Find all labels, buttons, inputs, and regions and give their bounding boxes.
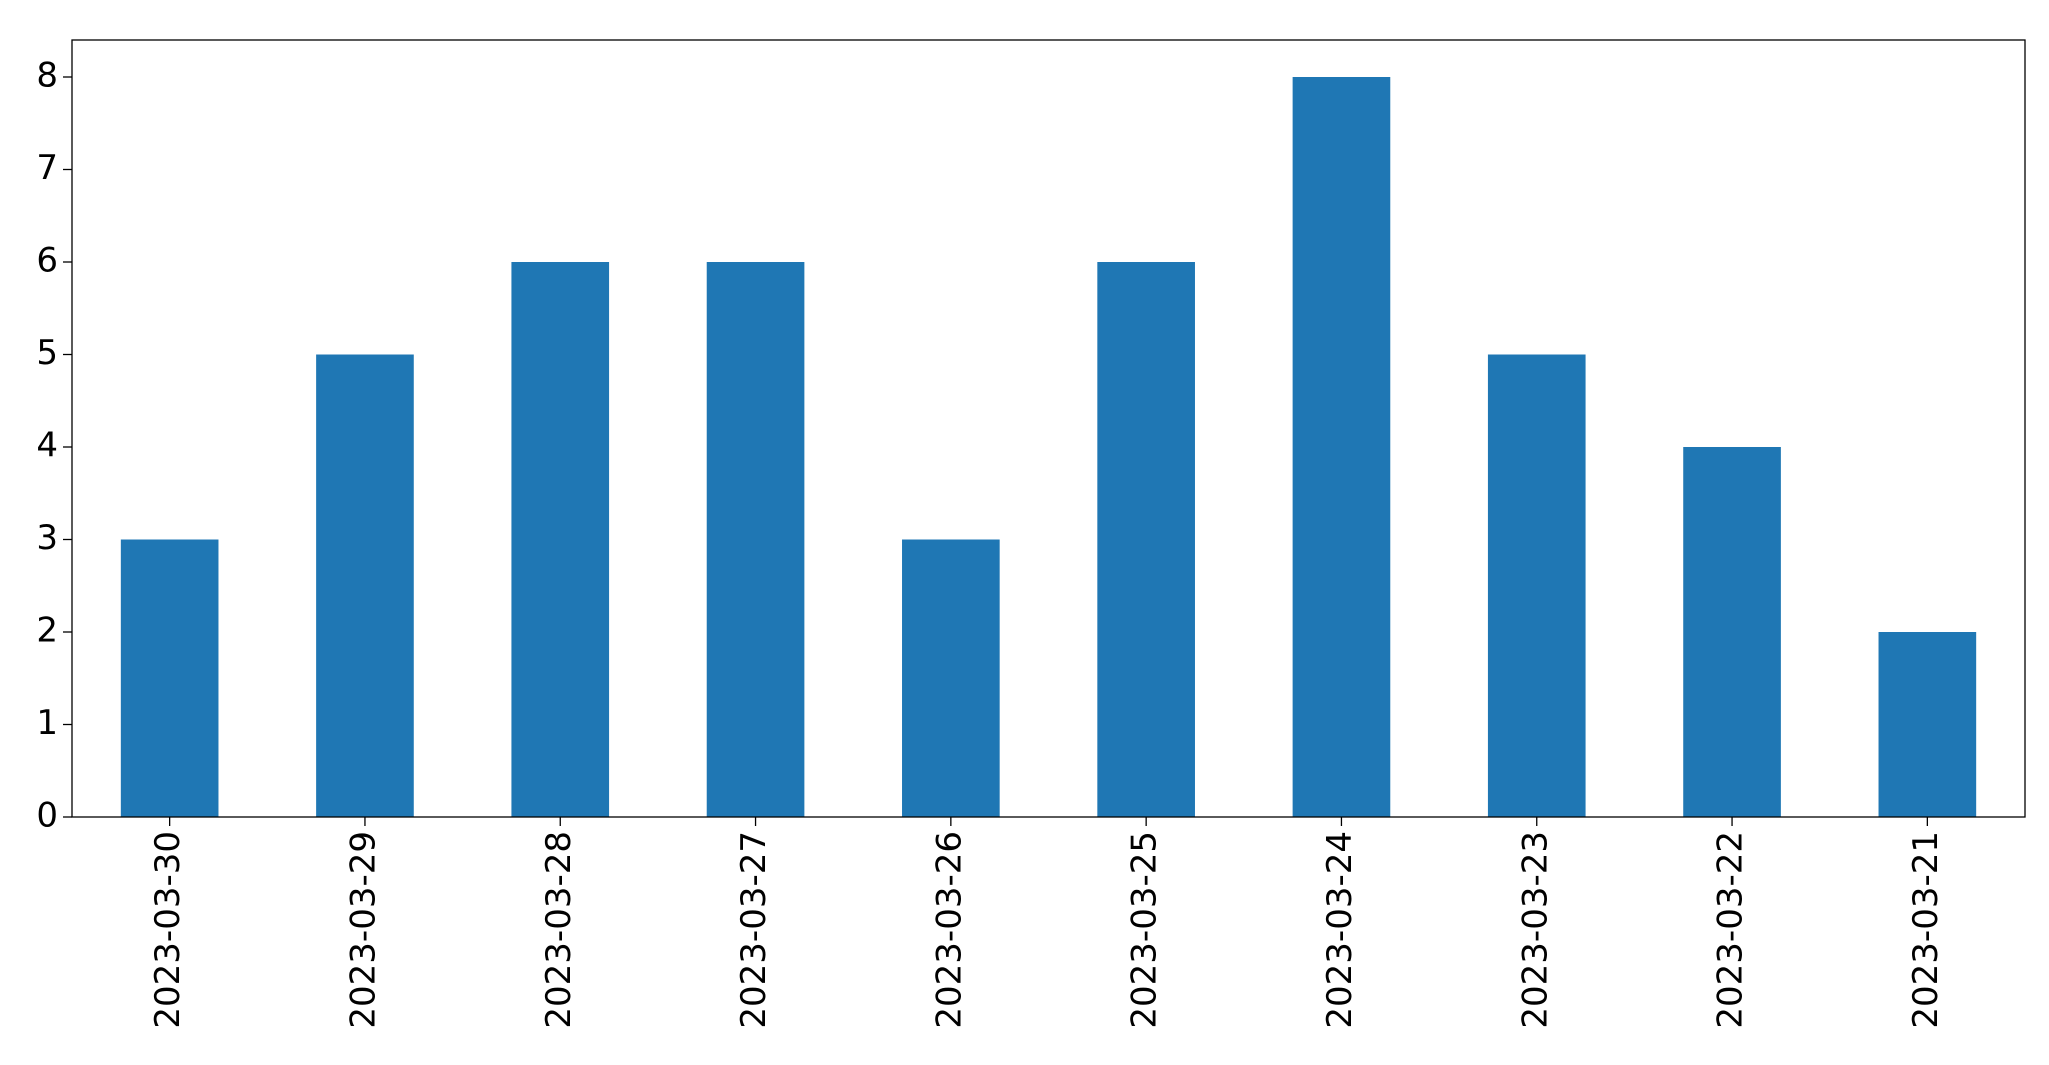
bar (1683, 447, 1781, 817)
x-tick-label: 2023-03-27 (734, 831, 774, 1029)
bar (316, 354, 414, 817)
bar (1878, 632, 1977, 817)
bar (1097, 262, 1195, 817)
y-tick-label: 4 (36, 426, 58, 466)
bar (511, 262, 610, 817)
bar (1487, 354, 1586, 817)
x-tick-label: 2023-03-26 (929, 831, 969, 1029)
y-tick-label: 5 (36, 333, 58, 373)
axes-frame (71, 39, 2026, 818)
x-tick-label: 2023-03-21 (1906, 831, 1946, 1029)
x-tick-label: 2023-03-30 (148, 831, 188, 1029)
y-tick-label: 2 (36, 611, 58, 651)
bar (120, 539, 219, 817)
x-tick-label: 2023-03-28 (539, 831, 579, 1029)
y-tick-label: 6 (36, 241, 58, 281)
x-tick-label: 2023-03-25 (1125, 831, 1165, 1029)
bar (902, 539, 1000, 817)
y-tick-label: 1 (36, 703, 58, 743)
bar (1292, 77, 1391, 817)
x-tick-label: 2023-03-22 (1711, 831, 1751, 1029)
y-tick-label: 7 (36, 148, 58, 188)
x-tick-label: 2023-03-23 (1515, 831, 1555, 1029)
x-tick-label: 2023-03-29 (343, 831, 383, 1029)
y-tick-label: 0 (36, 796, 58, 836)
bar (706, 262, 805, 817)
y-tick-label: 8 (36, 56, 58, 96)
x-tick-label: 2023-03-24 (1320, 831, 1360, 1029)
y-tick-label: 3 (36, 518, 58, 558)
